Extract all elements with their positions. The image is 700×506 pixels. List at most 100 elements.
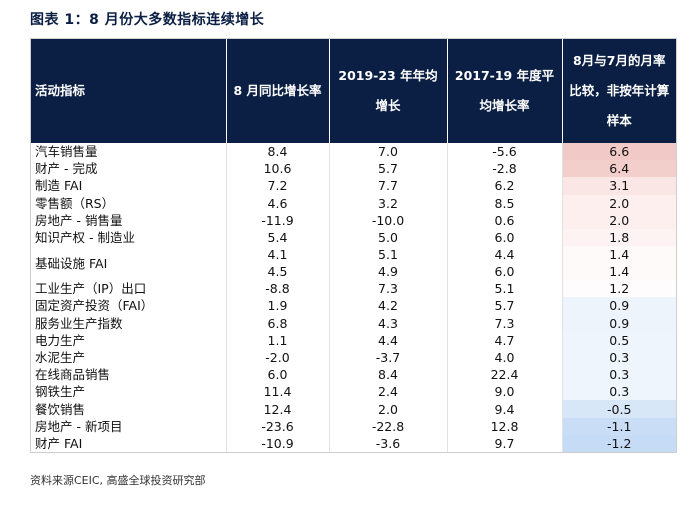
row-label: 财产 FAI — [31, 434, 227, 452]
cell-2019-23-avg: 2.0 — [329, 400, 448, 418]
cell-mom-comparison: 1.2 — [562, 280, 676, 298]
table-row: 财产 - 完成 10.6 5.7 -2.8 6.4 — [31, 160, 676, 178]
table-row: 水泥生产 -2.0 -3.7 4.0 0.3 — [31, 348, 676, 367]
table-row: 汽车销售量 8.4 7.0 -5.6 6.6 — [31, 143, 676, 161]
cell-2019-23-avg: 4.3 — [329, 314, 448, 332]
cell-2017-19-avg: 7.3 — [447, 314, 563, 332]
header-august-yoy: 8 月同比增长率 — [226, 39, 330, 143]
cell-august-yoy: -11.9 — [226, 211, 330, 229]
row-label: 固定资产投资（FAI） — [31, 297, 227, 315]
table-row: 钢铁生产 11.4 2.4 9.0 0.3 — [31, 383, 676, 401]
cell-2017-19-avg: 6.2 — [447, 177, 563, 195]
cell-august-yoy: 12.4 — [226, 400, 330, 418]
cell-mom-comparison: 3.1 — [562, 177, 676, 195]
cell-2019-23-avg: 3.2 — [329, 194, 448, 212]
cell-2019-23-avg: 8.4 — [329, 366, 448, 384]
cell-mom-comparison: 2.0 — [562, 194, 676, 212]
cell-2019-23-avg: -22.8 — [329, 417, 448, 435]
cell-2017-19-avg: 0.6 — [447, 211, 563, 229]
cell-mom-comparison: 0.9 — [562, 314, 676, 332]
cell-2019-23-avg: 7.0 — [329, 143, 448, 161]
cell-2019-23-avg: -3.6 — [329, 434, 448, 452]
cell-2017-19-avg: 4.4 6.0 — [447, 246, 563, 281]
table-row: 在线商品销售 6.0 8.4 22.4 0.3 — [31, 366, 676, 384]
cell-mom-comparison: 1.8 — [562, 228, 676, 247]
cell-2017-19-avg: 4.7 — [447, 331, 563, 349]
cell-mom-comparison: 2.0 — [562, 211, 676, 229]
table-row: 基础设施 FAI 4.1 4.5 5.1 4.9 4.4 6.0 1.4 1.4 — [31, 246, 676, 281]
cell-mom-comparison: 0.9 — [562, 297, 676, 315]
row-label: 服务业生产指数 — [31, 314, 227, 332]
cell-august-yoy: 4.1 4.5 — [226, 246, 330, 281]
cell-august-yoy: -8.8 — [226, 280, 330, 298]
cell-august-yoy: 7.2 — [226, 177, 330, 195]
header-2017-19-avg: 2017-19 年度平均增长率 — [447, 39, 563, 143]
table-row: 固定资产投资（FAI） 1.9 4.2 5.7 0.9 — [31, 297, 676, 315]
cell-2019-23-avg: 7.3 — [329, 280, 448, 298]
cell-mom-comparison: 0.5 — [562, 331, 676, 349]
cell-2019-23-avg: 5.0 — [329, 228, 448, 247]
cell-mom-comparison: -1.2 — [562, 434, 676, 452]
table-row: 财产 FAI -10.9 -3.6 9.7 -1.2 — [31, 434, 676, 452]
table-body: 汽车销售量 8.4 7.0 -5.6 6.6 财产 - 完成 10.6 5.7 -2.8 6.4 制… — [31, 143, 676, 452]
cell-august-yoy: 1.1 — [226, 331, 330, 349]
source-note: 资料来源CEIC, 高盛全球投资研究部 — [30, 474, 206, 487]
cell-mom-comparison: 1.4 1.4 — [562, 246, 676, 281]
table-row: 餐饮销售 12.4 2.0 9.4 -0.5 — [31, 400, 676, 418]
table-row: 工业生产（IP）出口 -8.8 7.3 5.1 1.2 — [31, 280, 676, 298]
cell-2017-19-avg: 6.0 — [447, 228, 563, 247]
cell-mom-comparison: 6.4 — [562, 160, 676, 178]
cell-2017-19-avg: -2.8 — [447, 160, 563, 178]
cell-2019-23-avg: 5.7 — [329, 160, 448, 178]
cell-2017-19-avg: 5.1 — [447, 280, 563, 298]
cell-mom-comparison: 0.3 — [562, 366, 676, 384]
table-row: 电力生产 1.1 4.4 4.7 0.5 — [31, 331, 676, 349]
cell-august-yoy: -2.0 — [226, 348, 330, 367]
row-label: 钢铁生产 — [31, 383, 227, 401]
cell-mom-comparison: 0.3 — [562, 383, 676, 401]
row-label: 知识产权 - 制造业 — [31, 228, 227, 247]
row-label: 房地产 - 新项目 — [31, 417, 227, 435]
row-label: 电力生产 — [31, 331, 227, 349]
cell-2019-23-avg: 4.2 — [329, 297, 448, 315]
cell-2019-23-avg: 4.4 — [329, 331, 448, 349]
cell-2019-23-avg: 2.4 — [329, 383, 448, 401]
table-row: 房地产 - 新项目 -23.6 -22.8 12.8 -1.1 — [31, 417, 676, 435]
row-label: 水泥生产 — [31, 348, 227, 367]
cell-august-yoy: -23.6 — [226, 417, 330, 435]
cell-2017-19-avg: 9.0 — [447, 383, 563, 401]
cell-august-yoy: 11.4 — [226, 383, 330, 401]
indicator-table-container: 活动指标 8 月同比增长率 2019-23 年年均增长 2017-19 年度平均… — [30, 38, 677, 453]
cell-mom-comparison: -1.1 — [562, 417, 676, 435]
cell-august-yoy: 8.4 — [226, 143, 330, 161]
table-row: 知识产权 - 制造业 5.4 5.0 6.0 1.8 — [31, 228, 676, 247]
table-row: 服务业生产指数 6.8 4.3 7.3 0.9 — [31, 314, 676, 332]
cell-mom-comparison: 0.3 — [562, 348, 676, 367]
cell-2017-19-avg: 8.5 — [447, 194, 563, 212]
cell-august-yoy: -10.9 — [226, 434, 330, 452]
row-label: 在线商品销售 — [31, 366, 227, 384]
row-label: 基础设施 FAI — [31, 246, 227, 281]
row-label: 汽车销售量 — [31, 143, 227, 161]
table-row: 零售额（RS） 4.6 3.2 8.5 2.0 — [31, 194, 676, 212]
row-label: 财产 - 完成 — [31, 160, 227, 178]
table-row: 房地产 - 销售量 -11.9 -10.0 0.6 2.0 — [31, 211, 676, 229]
row-label: 工业生产（IP）出口 — [31, 280, 227, 298]
cell-2017-19-avg: 9.7 — [447, 434, 563, 452]
cell-august-yoy: 5.4 — [226, 228, 330, 247]
cell-2017-19-avg: -5.6 — [447, 143, 563, 161]
cell-2017-19-avg: 9.4 — [447, 400, 563, 418]
cell-mom-comparison: 6.6 — [562, 143, 676, 161]
cell-2017-19-avg: 5.7 — [447, 297, 563, 315]
row-label: 制造 FAI — [31, 177, 227, 195]
row-label: 餐饮销售 — [31, 400, 227, 418]
cell-mom-comparison: -0.5 — [562, 400, 676, 418]
cell-august-yoy: 10.6 — [226, 160, 330, 178]
cell-august-yoy: 4.6 — [226, 194, 330, 212]
cell-august-yoy: 6.8 — [226, 314, 330, 332]
table-header-row: 活动指标 8 月同比增长率 2019-23 年年均增长 2017-19 年度平均… — [31, 39, 676, 143]
cell-2017-19-avg: 4.0 — [447, 348, 563, 367]
cell-2019-23-avg: -3.7 — [329, 348, 448, 367]
cell-2019-23-avg: 5.1 4.9 — [329, 246, 448, 281]
header-2019-23-avg: 2019-23 年年均增长 — [329, 39, 448, 143]
